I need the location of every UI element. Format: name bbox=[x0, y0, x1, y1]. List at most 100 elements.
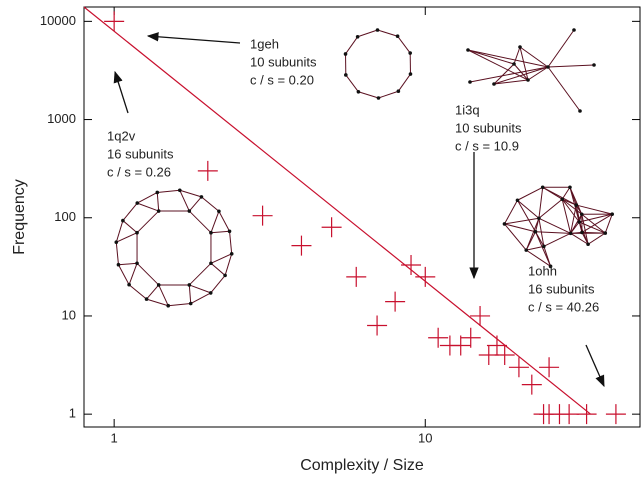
point bbox=[415, 267, 435, 287]
node bbox=[518, 45, 522, 49]
point bbox=[522, 375, 542, 395]
node bbox=[228, 229, 232, 233]
edge bbox=[211, 275, 225, 292]
edge bbox=[579, 214, 612, 222]
node bbox=[157, 283, 161, 287]
edge bbox=[225, 254, 232, 276]
point bbox=[470, 306, 490, 326]
node bbox=[189, 302, 193, 306]
node bbox=[492, 82, 496, 86]
edge bbox=[159, 285, 169, 306]
edge bbox=[548, 65, 594, 67]
x-tick-label: 1 bbox=[111, 430, 118, 445]
node bbox=[569, 232, 573, 236]
edge bbox=[398, 74, 410, 91]
edge bbox=[398, 36, 411, 53]
point bbox=[401, 255, 421, 275]
node bbox=[568, 185, 572, 189]
edge bbox=[189, 285, 210, 293]
y-tick-label: 10 bbox=[62, 307, 76, 322]
arrow bbox=[148, 36, 240, 43]
point bbox=[104, 11, 124, 31]
node bbox=[542, 245, 546, 249]
edge bbox=[191, 293, 211, 304]
annotation: 16 subunits bbox=[107, 146, 174, 161]
edge bbox=[137, 203, 158, 211]
annotation: c / s = 0.26 bbox=[107, 164, 171, 179]
edge bbox=[118, 265, 129, 285]
point bbox=[495, 345, 515, 365]
node bbox=[468, 80, 472, 84]
node bbox=[376, 28, 380, 32]
point bbox=[198, 161, 218, 181]
edge bbox=[137, 192, 157, 203]
edge bbox=[548, 30, 574, 67]
annotation: 1i3q bbox=[455, 102, 480, 117]
edge bbox=[129, 285, 146, 299]
point bbox=[428, 328, 448, 348]
node bbox=[117, 263, 121, 267]
edge bbox=[539, 199, 562, 218]
y-tick-label: 10000 bbox=[40, 13, 76, 28]
point bbox=[559, 404, 579, 424]
arrow bbox=[586, 345, 604, 386]
node bbox=[344, 73, 348, 77]
point bbox=[253, 206, 273, 226]
edge bbox=[539, 187, 543, 218]
y-tick-label: 1 bbox=[69, 406, 76, 421]
annotation: 1q2v bbox=[107, 128, 136, 143]
node bbox=[408, 51, 412, 55]
node bbox=[200, 195, 204, 199]
edge bbox=[180, 190, 190, 211]
edge bbox=[147, 299, 169, 306]
edge bbox=[504, 200, 517, 224]
point bbox=[577, 404, 597, 424]
node bbox=[526, 78, 530, 82]
node bbox=[127, 283, 131, 287]
point bbox=[461, 328, 481, 348]
edge bbox=[118, 263, 137, 264]
node bbox=[524, 248, 528, 252]
node bbox=[592, 63, 596, 67]
arrow bbox=[115, 72, 128, 113]
edge bbox=[358, 92, 378, 98]
node bbox=[166, 304, 170, 308]
point bbox=[385, 292, 405, 312]
node bbox=[503, 222, 507, 226]
node bbox=[230, 252, 234, 256]
edge bbox=[517, 187, 542, 200]
edge bbox=[157, 190, 180, 192]
node bbox=[546, 65, 550, 69]
node bbox=[603, 231, 607, 235]
edge bbox=[211, 263, 225, 275]
point bbox=[322, 217, 342, 237]
edge bbox=[526, 232, 535, 250]
annotation: 10 subunits bbox=[250, 54, 317, 69]
node bbox=[537, 216, 541, 220]
node bbox=[344, 52, 348, 56]
edge bbox=[378, 30, 398, 36]
annotation: c / s = 40.26 bbox=[528, 299, 599, 314]
edge bbox=[517, 200, 538, 218]
annotation: 1geh bbox=[250, 36, 279, 51]
point bbox=[539, 357, 559, 377]
node bbox=[396, 34, 400, 38]
node bbox=[188, 283, 192, 287]
edge bbox=[211, 231, 230, 232]
edge bbox=[129, 263, 137, 284]
edge bbox=[123, 221, 137, 233]
edge bbox=[588, 233, 605, 244]
edge bbox=[346, 37, 358, 54]
node bbox=[209, 291, 213, 295]
edge bbox=[504, 224, 526, 250]
edge bbox=[517, 200, 535, 231]
node bbox=[534, 230, 538, 234]
edge bbox=[180, 190, 202, 197]
edge bbox=[116, 221, 123, 243]
edge bbox=[189, 197, 201, 211]
edge bbox=[123, 203, 137, 220]
edge bbox=[562, 187, 570, 199]
edge bbox=[358, 30, 378, 37]
edge bbox=[211, 254, 232, 264]
node bbox=[560, 197, 564, 201]
